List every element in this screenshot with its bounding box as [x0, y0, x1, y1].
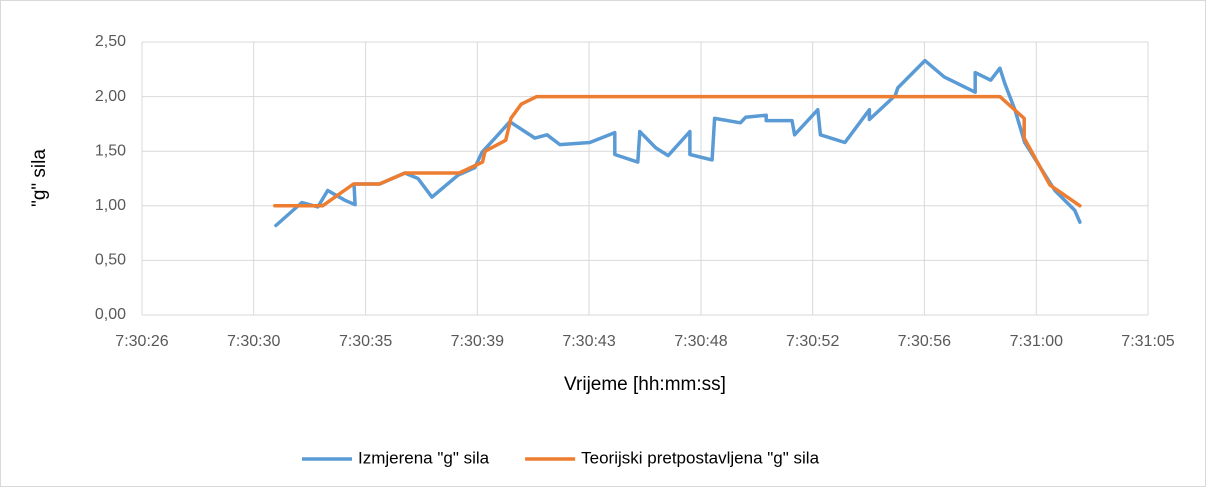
x-tick-label: 7:31:05 [1121, 333, 1174, 350]
y-tick-label: 1,50 [95, 142, 126, 159]
x-tick-label: 7:30:35 [339, 333, 392, 350]
y-tick-label: 0,50 [95, 252, 126, 269]
x-tick-label: 7:30:26 [115, 333, 168, 350]
y-tick-label: 0,00 [95, 306, 126, 323]
legend-text: Teorijski pretpostavljena "g" sila [581, 448, 819, 467]
y-axis-title: "g" sila [29, 149, 50, 207]
line-series [273, 94, 1082, 208]
x-tick-label: 7:30:56 [898, 333, 951, 350]
x-tick-label: 7:30:43 [562, 333, 615, 350]
y-tick-label: 2,00 [95, 88, 126, 105]
x-tick-label: 7:30:52 [786, 333, 839, 350]
x-tick-label: 7:31:00 [1010, 333, 1063, 350]
x-tick-label: 7:30:48 [674, 333, 727, 350]
x-tick-label: 7:30:30 [227, 333, 280, 350]
x-tick-label: 7:30:39 [451, 333, 504, 350]
y-tick-label: 1,00 [95, 197, 126, 214]
legend-text: Izmjerena "g" sila [358, 448, 490, 467]
x-axis-title: Vrijeme [hh:mm:ss] [564, 374, 726, 395]
y-tick-label: 2,50 [95, 33, 126, 50]
